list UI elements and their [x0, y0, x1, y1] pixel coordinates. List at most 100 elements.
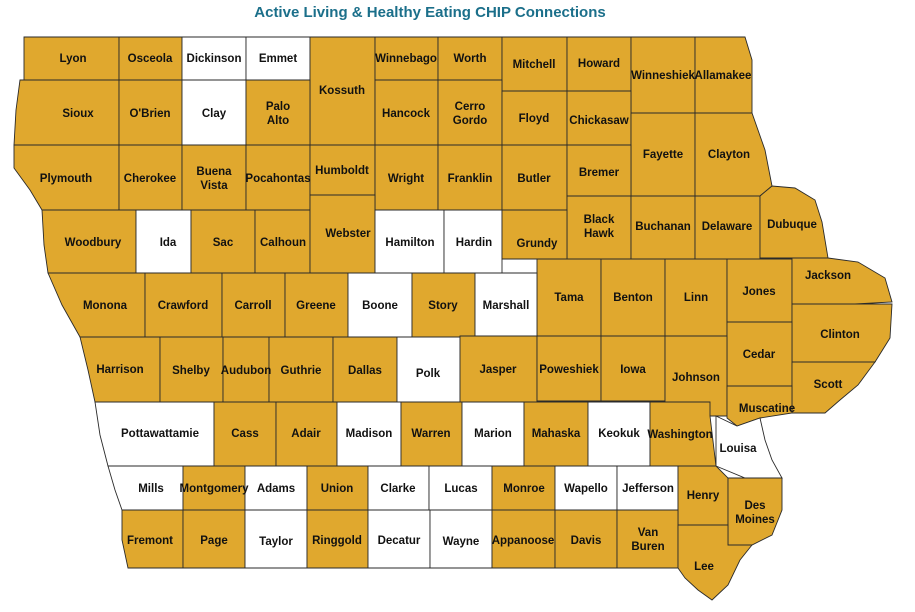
county-label-sioux: Sioux — [62, 108, 94, 120]
county-label-chickasaw: Chickasaw — [569, 115, 629, 127]
county-label-clay: Clay — [202, 108, 227, 120]
county-label-louisa: Louisa — [719, 443, 757, 455]
county-label-montgomery: Montgomery — [180, 483, 250, 495]
county-washington — [649, 401, 717, 467]
county-label-mahaska: Mahaska — [532, 428, 581, 440]
county-label-story: Story — [428, 300, 458, 312]
county-label-jefferson: Jefferson — [622, 483, 674, 495]
county-label-dallas: Dallas — [348, 365, 382, 377]
county-label-poweshiek: Poweshiek — [539, 364, 599, 376]
county-label-hardin: Hardin — [456, 237, 492, 249]
county-label-black-hawk: Black Hawk — [584, 214, 615, 240]
county-label-osceola: Osceola — [128, 53, 173, 65]
county-label-hancock: Hancock — [382, 108, 431, 120]
county-label-muscatine: Muscatine — [739, 403, 795, 415]
county-label-taylor: Taylor — [259, 536, 293, 548]
county-label-delaware: Delaware — [702, 221, 753, 233]
county-label-woodbury: Woodbury — [65, 237, 122, 249]
county-label-lyon: Lyon — [59, 53, 86, 65]
county-label-ringgold: Ringgold — [312, 535, 362, 547]
county-dubuque — [759, 185, 829, 259]
county-label-butler: Butler — [517, 173, 551, 185]
county-label-plymouth: Plymouth — [40, 173, 92, 185]
county-label-tama: Tama — [554, 292, 584, 304]
county-label-harrison: Harrison — [96, 364, 143, 376]
county-label-palo-alto: Palo Alto — [266, 101, 290, 127]
county-label-scott: Scott — [814, 379, 843, 391]
county-label-clinton: Clinton — [820, 329, 860, 341]
county-label-monona: Monona — [83, 300, 128, 312]
county-label-kossuth: Kossuth — [319, 85, 365, 97]
county-label-clarke: Clarke — [380, 483, 415, 495]
county-label-winnebago: Winnebago — [375, 53, 437, 65]
county-label-calhoun: Calhoun — [260, 237, 306, 249]
county-label-allamakee: Allamakee — [695, 70, 752, 82]
county-label-ida: Ida — [160, 237, 177, 249]
county-label-appanoose: Appanoose — [492, 535, 555, 547]
county-label-cass: Cass — [231, 428, 259, 440]
county-label-pocahontas: Pocahontas — [245, 173, 310, 185]
county-label-hamilton: Hamilton — [385, 237, 434, 249]
county-label-benton: Benton — [613, 292, 653, 304]
county-label-marshall: Marshall — [483, 300, 530, 312]
county-label-keokuk: Keokuk — [598, 428, 640, 440]
county-label-madison: Madison — [346, 428, 393, 440]
county-label-lucas: Lucas — [444, 483, 477, 495]
county-allamakee — [694, 36, 753, 114]
county-label-johnson: Johnson — [672, 372, 720, 384]
county-label-carroll: Carroll — [234, 300, 271, 312]
county-label-webster: Webster — [325, 228, 371, 240]
county-label-howard: Howard — [578, 58, 620, 70]
county-label-linn: Linn — [684, 292, 708, 304]
county-label-wapello: Wapello — [564, 483, 608, 495]
county-label-lee: Lee — [694, 561, 714, 573]
county-label-union: Union — [321, 483, 354, 495]
county-label-winneshiek: Winneshiek — [631, 70, 695, 82]
county-fremont — [121, 509, 184, 569]
county-label-adams: Adams — [257, 483, 295, 495]
county-label-wayne: Wayne — [443, 536, 480, 548]
county-label-o-brien: O'Brien — [129, 108, 170, 120]
county-label-mitchell: Mitchell — [513, 59, 556, 71]
county-label-audubon: Audubon — [221, 365, 271, 377]
county-label-fremont: Fremont — [127, 535, 173, 547]
county-label-cherokee: Cherokee — [124, 173, 176, 185]
county-label-crawford: Crawford — [158, 300, 208, 312]
county-van-buren — [616, 509, 679, 569]
county-label-franklin: Franklin — [448, 173, 493, 185]
county-label-fayette: Fayette — [643, 149, 683, 161]
county-label-wright: Wright — [388, 173, 424, 185]
county-label-van-buren: Van Buren — [631, 527, 664, 553]
county-label-boone: Boone — [362, 300, 398, 312]
map-title: Active Living & Healthy Eating CHIP Conn… — [254, 4, 606, 21]
county-label-dubuque: Dubuque — [767, 219, 817, 231]
county-label-buena-vista: Buena Vista — [196, 166, 232, 192]
county-label-bremer: Bremer — [579, 167, 620, 179]
county-label-iowa: Iowa — [620, 364, 646, 376]
county-lee — [677, 524, 753, 601]
county-label-emmet: Emmet — [259, 53, 298, 65]
county-label-dickinson: Dickinson — [187, 53, 242, 65]
county-label-cedar: Cedar — [743, 349, 776, 361]
county-grundy — [501, 209, 568, 260]
county-label-warren: Warren — [411, 428, 450, 440]
county-label-jasper: Jasper — [479, 364, 517, 376]
county-label-greene: Greene — [296, 300, 336, 312]
county-label-jackson: Jackson — [805, 270, 851, 282]
county-label-jones: Jones — [742, 286, 775, 298]
county-label-pottawattamie: Pottawattamie — [121, 428, 199, 440]
county-label-polk: Polk — [416, 368, 441, 380]
county-label-grundy: Grundy — [517, 238, 558, 250]
county-label-des-moines: Des Moines — [735, 500, 775, 526]
county-label-worth: Worth — [453, 53, 486, 65]
county-labels-layer: Lyon Osceola Dickinson Emmet Kossuth Winnebag… — [40, 53, 860, 573]
county-label-shelby: Shelby — [172, 365, 210, 377]
county-label-washington: Washington — [647, 429, 712, 441]
county-label-mills: Mills — [138, 483, 164, 495]
county-label-page: Page — [200, 535, 228, 547]
county-label-davis: Davis — [571, 535, 602, 547]
county-label-buchanan: Buchanan — [635, 221, 691, 233]
county-label-cerro-gordo: Cerro Gordo — [453, 101, 488, 127]
county-label-henry: Henry — [687, 490, 720, 502]
